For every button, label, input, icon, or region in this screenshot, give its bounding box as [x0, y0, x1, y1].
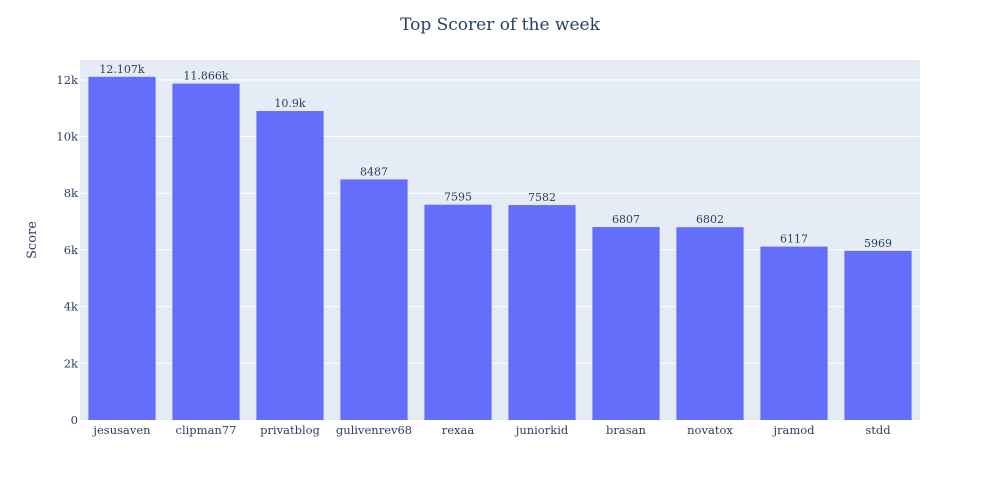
y-tick-label: 10k [56, 130, 79, 144]
x-tick-label: jramod [771, 423, 815, 437]
x-tick-label: rexaa [442, 423, 475, 437]
y-axis-title: Score [25, 221, 40, 259]
value-label: 5969 [864, 237, 892, 250]
value-label: 6807 [612, 213, 640, 226]
bar-gulivenrev68 [340, 179, 408, 420]
value-label: 6117 [780, 233, 808, 246]
value-label: 11.866k [183, 70, 228, 83]
bar-privatblog [256, 111, 324, 420]
x-tick-label: gulivenrev68 [336, 423, 412, 437]
bar-clipman77 [172, 83, 240, 421]
y-tick-label: 8k [64, 186, 79, 200]
value-label: 10.9k [274, 97, 305, 110]
y-tick-label: 2k [64, 356, 79, 370]
x-tick-label: juniorkid [514, 423, 569, 437]
chart-title: Top Scorer of the week [400, 15, 601, 35]
bars [88, 76, 912, 421]
bar-juniorkid [508, 205, 576, 420]
x-tick-label: stdd [865, 423, 891, 437]
value-label: 7582 [528, 191, 556, 204]
y-tick-label: 4k [64, 300, 79, 314]
y-tick-label: 12k [56, 73, 79, 87]
value-label: 7595 [444, 191, 472, 204]
y-tick-label: 6k [64, 243, 79, 257]
x-axis-ticks: jesusaven clipman77 privatblog gulivenrev68… [91, 423, 891, 437]
value-label: 6802 [696, 213, 724, 226]
bar-stdd [844, 250, 912, 420]
bar-rexaa [424, 204, 492, 420]
x-tick-label: clipman77 [176, 423, 237, 437]
bar-brasan [592, 227, 660, 420]
bar-novatox [676, 227, 744, 420]
value-labels: 12.107k 11.866k 10.9k 8487 7595 7582 6807 6802 6… [99, 63, 892, 250]
y-axis-ticks: 0 2k 4k 6k 8k 10k 12k [56, 73, 79, 427]
x-tick-label: jesusaven [91, 423, 151, 437]
x-tick-label: novatox [687, 423, 733, 437]
x-tick-label: brasan [606, 423, 646, 437]
value-label: 8487 [360, 165, 388, 178]
bar-jramod [760, 246, 828, 420]
x-tick-label: privatblog [260, 423, 320, 437]
bar-jesusaven [88, 76, 156, 420]
y-tick-label: 0 [71, 413, 78, 427]
value-label: 12.107k [99, 63, 144, 76]
